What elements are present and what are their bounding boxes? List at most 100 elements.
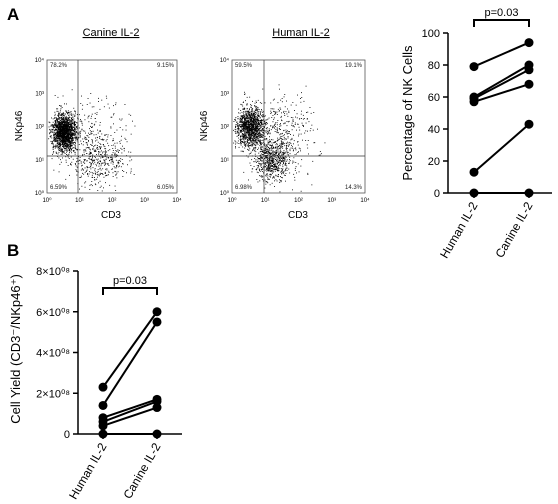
flow-event [264, 179, 266, 181]
flow-event [70, 156, 72, 158]
flow-event [106, 139, 108, 140]
flow-event [99, 151, 101, 153]
flow-event [105, 163, 107, 164]
flow-event [67, 134, 69, 135]
flow-event [252, 128, 253, 129]
flow-event [277, 120, 279, 121]
flow-event [243, 116, 245, 118]
flow-event [265, 149, 267, 151]
flow-event [258, 135, 260, 137]
flow-event [235, 120, 237, 122]
flow-event [57, 114, 59, 116]
flow-event [93, 172, 95, 174]
flow-event [62, 143, 63, 145]
flow-event [242, 102, 244, 103]
flow-event [275, 150, 277, 151]
flow-event [85, 132, 86, 134]
flow-event [99, 136, 101, 137]
flow-event [268, 147, 270, 148]
flow-event [282, 166, 284, 168]
flow-event [68, 119, 70, 121]
flow-event [71, 130, 73, 132]
flow-event [280, 180, 282, 181]
flow-event [261, 124, 263, 126]
flow-event [64, 124, 65, 126]
flow-event [280, 117, 282, 118]
flow-event [259, 163, 261, 165]
flow-event [276, 162, 278, 164]
flow-event [56, 137, 58, 139]
flow-event [247, 144, 249, 146]
flow-event [280, 129, 281, 130]
flow-event [264, 130, 266, 132]
flow-event [264, 165, 266, 167]
flow-event [69, 116, 70, 118]
flow-event [247, 115, 249, 117]
flow-event [71, 121, 73, 123]
flow-event [58, 130, 60, 132]
flow-event [265, 174, 267, 176]
flow-event [248, 134, 250, 136]
flow-event [261, 133, 263, 135]
flow-event [75, 112, 76, 114]
flow-event [271, 108, 273, 110]
flow-event [79, 159, 81, 161]
flow-event [102, 152, 103, 154]
flow-event [286, 170, 288, 171]
flow-event [66, 144, 68, 146]
flow-event [272, 169, 274, 170]
flow-event [55, 138, 57, 140]
flow-event [62, 139, 64, 141]
flow-event [280, 144, 282, 146]
flow-event [243, 126, 245, 128]
flow-event [281, 140, 282, 142]
flow-event [272, 99, 274, 101]
flow-event [243, 124, 244, 125]
flow-event [249, 129, 250, 131]
flow-event [249, 109, 250, 111]
flow-event [262, 139, 264, 141]
flow-event [281, 161, 283, 162]
flow-event [272, 154, 274, 156]
flow-event [246, 104, 248, 106]
flow-event [288, 154, 289, 156]
flow-event [97, 176, 98, 178]
flow-event [245, 122, 247, 123]
flow-event [60, 134, 61, 136]
flow-event [92, 156, 93, 158]
flow-event [54, 141, 56, 143]
flow-event [247, 129, 249, 131]
flow-event [266, 131, 268, 132]
flow-event [65, 133, 67, 135]
flow-event [254, 120, 256, 121]
flow-event [251, 112, 253, 114]
flow-event [244, 131, 246, 133]
flow-event [107, 157, 109, 159]
flow-event [264, 144, 266, 146]
flow-event [265, 148, 266, 150]
y-tick-label: 10⁰ [35, 190, 45, 197]
flow-event [90, 156, 91, 157]
flow-event [90, 158, 92, 160]
flow-event [267, 154, 268, 156]
flow-event [107, 142, 109, 144]
flow-event [256, 129, 258, 131]
flow-event [267, 144, 269, 145]
flow-event [252, 112, 254, 114]
flow-event [70, 143, 72, 145]
flow-event [260, 139, 261, 141]
flow-event [64, 135, 66, 137]
flow-event [259, 134, 261, 136]
flow-event [71, 120, 73, 122]
y-tick-label: 10⁴ [220, 57, 230, 64]
flow-event [123, 148, 125, 150]
flow-event [269, 162, 271, 164]
flow-event [246, 139, 248, 141]
flow-event [60, 129, 62, 130]
flow-event [238, 146, 240, 148]
flow-event [255, 106, 257, 107]
flow-event [271, 165, 272, 167]
flow-event [277, 157, 279, 159]
flow-event [272, 147, 274, 149]
flow-event [64, 136, 66, 138]
